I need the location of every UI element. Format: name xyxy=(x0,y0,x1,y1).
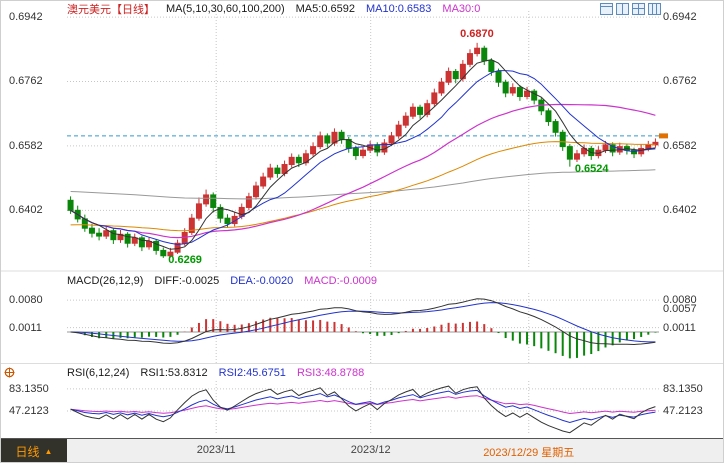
macd-header: MACD(26,12,9) DIFF:-0.0025 DEA:-0.0020 M… xyxy=(67,274,377,288)
rsi3-value: RSI3:48.8788 xyxy=(296,367,365,379)
main-chart-header: 澳元美元【日线】 MA(5,10,30,60,100,200) MA5:0.65… xyxy=(67,2,480,16)
price-annotation: 0.6870 xyxy=(460,27,494,40)
layout-single-icon[interactable] xyxy=(600,3,613,15)
symbol-title: 澳元美元【日线】 xyxy=(67,4,155,16)
chart-canvas[interactable] xyxy=(1,1,724,438)
price-annotation: 0.6269 xyxy=(168,253,202,266)
layout-three-pane-icon[interactable] xyxy=(648,3,661,15)
period-label: 日线 xyxy=(15,445,40,459)
timeline-label: 2023/11 xyxy=(196,444,236,456)
macd-axis-label: 0.0011 xyxy=(9,321,42,334)
macd-axis-label: 0.0080 xyxy=(9,294,43,307)
chart-layout-toolbar xyxy=(600,3,661,15)
rsi-axis-label: 47.2123 xyxy=(9,404,49,417)
price-axis-label: 0.6582 xyxy=(663,139,697,152)
macd-current-value-label: 0.0057 xyxy=(663,303,697,316)
rsi2-value: RSI2:45.6751 xyxy=(218,367,286,379)
ma-params: MA(5,10,30,60,100,200) xyxy=(166,3,285,15)
timeline-label: 2023/12 xyxy=(350,444,391,456)
timeline[interactable]: 2023/11 2023/12 2023/12/29 星期五 xyxy=(67,439,723,462)
ma30-value: MA30:0 xyxy=(442,3,481,15)
macd-value: MACD:-0.0009 xyxy=(304,275,377,287)
period-selector[interactable]: 日线 ▲ xyxy=(1,439,67,462)
price-axis-label: 0.6942 xyxy=(9,11,43,24)
dea-value: DEA:-0.0020 xyxy=(230,275,294,287)
price-axis-label: 0.6402 xyxy=(9,204,43,217)
macd-axis-label: 0.0080 xyxy=(663,294,697,307)
price-axis-label: 0.6942 xyxy=(663,11,697,24)
bottom-bar: 日线 ▲ 2023/11 2023/12 2023/12/29 星期五 xyxy=(1,438,723,462)
rsi-axis-label: 47.2123 xyxy=(663,404,703,417)
price-axis-label: 0.6762 xyxy=(9,75,43,88)
diff-value: DIFF:-0.0025 xyxy=(154,275,220,287)
rsi-header: RSI(6,12,24) RSI1:53.8312 RSI2:45.6751 R… xyxy=(67,366,364,380)
rsi-axis-label: 83.1350 xyxy=(9,382,49,395)
period-dropdown-arrow-icon: ▲ xyxy=(44,447,53,456)
timeline-label: 2023/12/29 星期五 xyxy=(483,447,575,459)
layout-grid-icon[interactable] xyxy=(632,3,645,15)
rsi1-value: RSI1:53.8312 xyxy=(140,367,208,379)
rsi-params: RSI(6,12,24) xyxy=(67,367,130,379)
ma5-value: MA5:0.6592 xyxy=(295,3,355,15)
indicator-settings-icon[interactable] xyxy=(4,367,15,378)
macd-axis-label: 0.0011 xyxy=(663,321,696,334)
price-axis-label: 0.6762 xyxy=(663,75,697,88)
price-axis-label: 0.6582 xyxy=(9,139,43,152)
ma10-value: MA10:0.6583 xyxy=(365,3,432,15)
layout-two-pane-icon[interactable] xyxy=(616,3,629,15)
macd-params: MACD(26,12,9) xyxy=(67,275,144,287)
price-axis-label: 0.6402 xyxy=(663,204,697,217)
rsi-axis-label: 83.1350 xyxy=(663,382,703,395)
price-annotation: 0.6524 xyxy=(574,162,609,175)
